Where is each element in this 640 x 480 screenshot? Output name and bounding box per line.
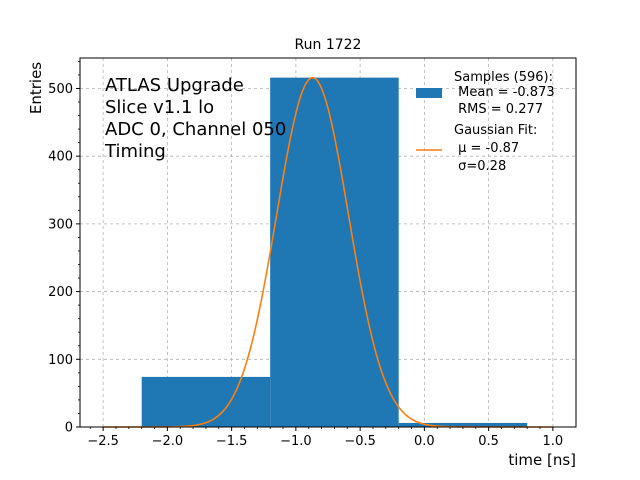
x-tick-label: −0.5 [344,434,376,449]
legend-histogram-swatch [416,88,442,98]
y-tick-label: 300 [48,217,73,232]
legend-histogram-rms: RMS = 0.277 [454,102,543,117]
histogram-bar [398,422,528,427]
legend-fit-mu: μ = -0.87 [454,141,519,156]
legend-histogram-label: Samples (596): [454,70,553,85]
legend: Samples (596): Mean = -0.873 RMS = 0.277… [416,70,555,174]
histogram-bar [270,77,399,428]
y-tick-label: 500 [48,82,73,97]
plot-frame [79,57,577,428]
legend-fit-sigma: σ=0.28 [454,159,506,174]
x-tick-label: 0.5 [478,434,499,449]
x-tick-label: −1.0 [280,434,312,449]
histogram-bar [141,376,271,427]
chart-title: Run 1722 [295,37,362,53]
y-tick-label: 400 [48,150,73,165]
x-tick-label: −1.5 [216,434,248,449]
annotation: ATLAS Upgrade Slice v1.1 lo ADC 0, Chann… [104,75,286,162]
y-tick-label: 100 [48,353,73,368]
legend-histogram-mean: Mean = -0.873 [454,85,555,100]
x-tick-label: 0.0 [414,434,435,449]
y-tick-label: 0 [65,421,73,436]
annotation-line: ATLAS Upgrade [105,75,244,96]
annotation-line: Slice v1.1 lo [105,97,214,118]
annotation-line: ADC 0, Channel 050 [105,119,286,140]
x-tick-label: 1.0 [543,434,564,449]
y-axis-label: Entries [27,62,45,114]
x-tick-label: −2.5 [87,434,119,449]
legend-fit-label: Gaussian Fit: [454,123,537,138]
y-tick-label: 200 [48,285,73,300]
x-axis-label: time [ns] [508,451,576,469]
x-tick-label: −2.0 [152,434,184,449]
annotation-line: Timing [104,141,166,162]
axis-ticks: −2.5 −2.0 −1.5 −1.0 −0.5 0.0 0.5 1.0 0 100 200 300 4… [48,60,564,449]
